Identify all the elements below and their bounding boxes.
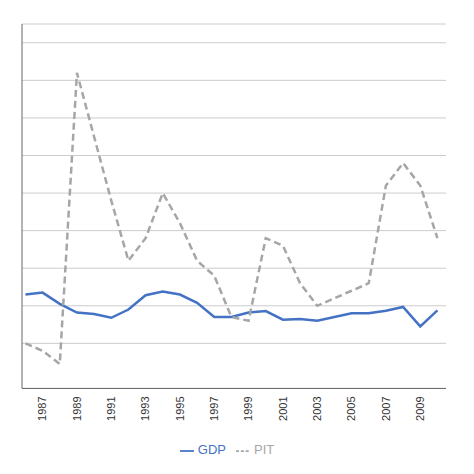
svg-text:1989: 1989 — [71, 396, 83, 420]
html-text:GDP: GDP — [197, 442, 226, 458]
svg-text:1987: 1987 — [36, 396, 48, 420]
svg-text:2001: 2001 — [277, 396, 289, 420]
svg-text:2005: 2005 — [345, 396, 357, 420]
svg-text:2007: 2007 — [380, 396, 392, 420]
html-text:PIT: PIT — [254, 442, 275, 458]
svg-text:1993: 1993 — [139, 396, 151, 420]
svg-text:2003: 2003 — [311, 396, 323, 420]
svg-text:2009: 2009 — [414, 396, 426, 420]
svg-text:1997: 1997 — [208, 396, 220, 420]
svg-text:1991: 1991 — [105, 396, 117, 420]
svg-text:1995: 1995 — [174, 396, 186, 420]
svg-text:1999: 1999 — [242, 396, 254, 420]
